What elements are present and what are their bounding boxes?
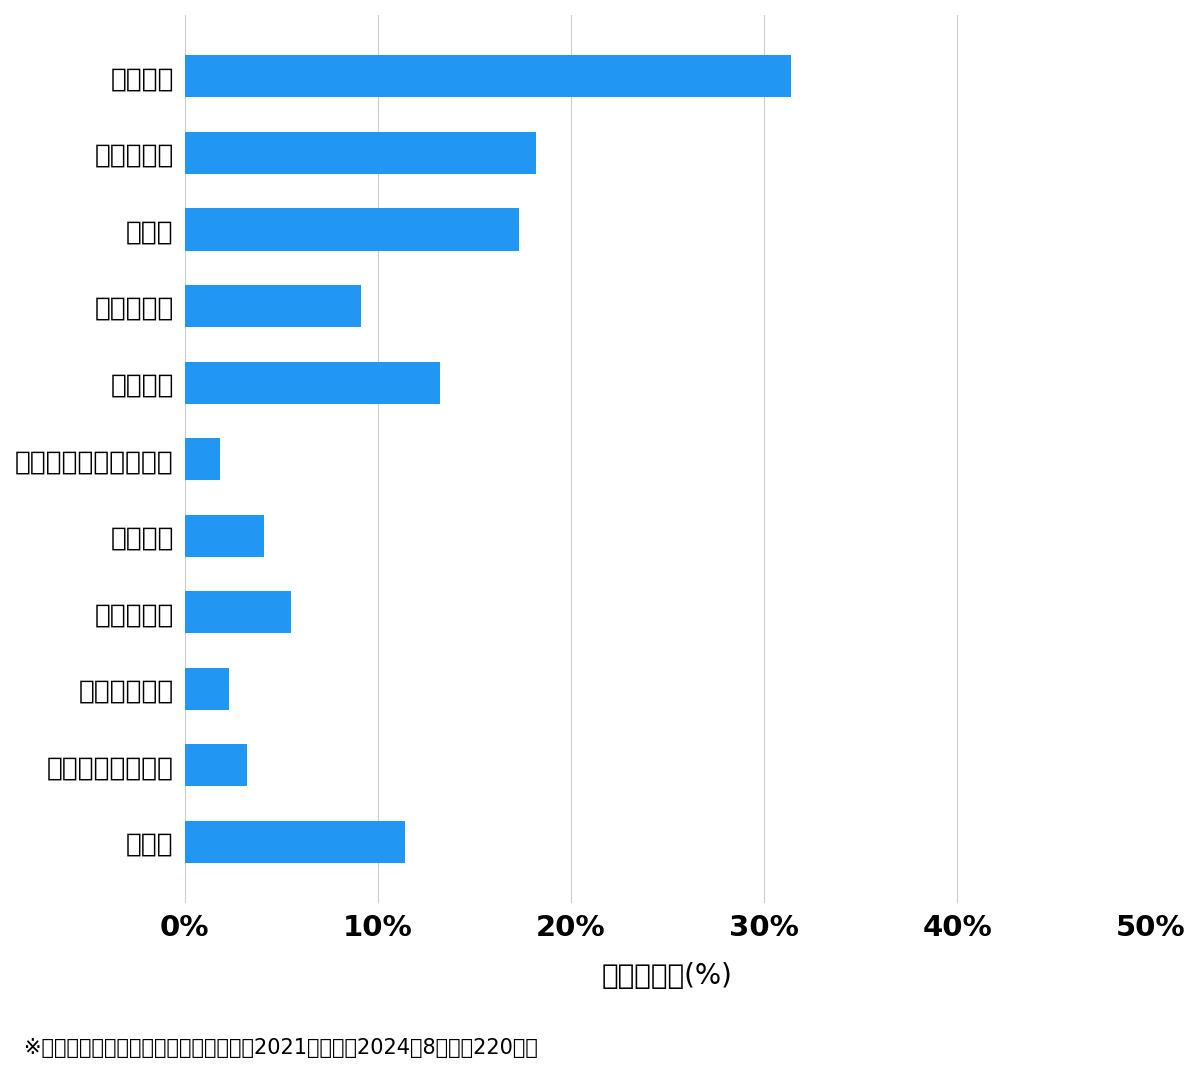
Bar: [185, 56, 791, 97]
Bar: [185, 668, 229, 710]
Bar: [185, 208, 518, 250]
Bar: [185, 591, 292, 633]
Bar: [185, 744, 247, 787]
Bar: [185, 821, 404, 863]
Bar: [185, 514, 264, 557]
Bar: [185, 361, 439, 404]
X-axis label: 件数の割合(%): 件数の割合(%): [602, 962, 733, 990]
Bar: [185, 438, 220, 480]
Bar: [185, 131, 536, 174]
Bar: [185, 285, 360, 327]
Text: ※弊社受付の案件を対象に集計（期間：2021年１月〜2024年8月、計220件）: ※弊社受付の案件を対象に集計（期間：2021年１月〜2024年8月、計220件）: [24, 1038, 538, 1058]
